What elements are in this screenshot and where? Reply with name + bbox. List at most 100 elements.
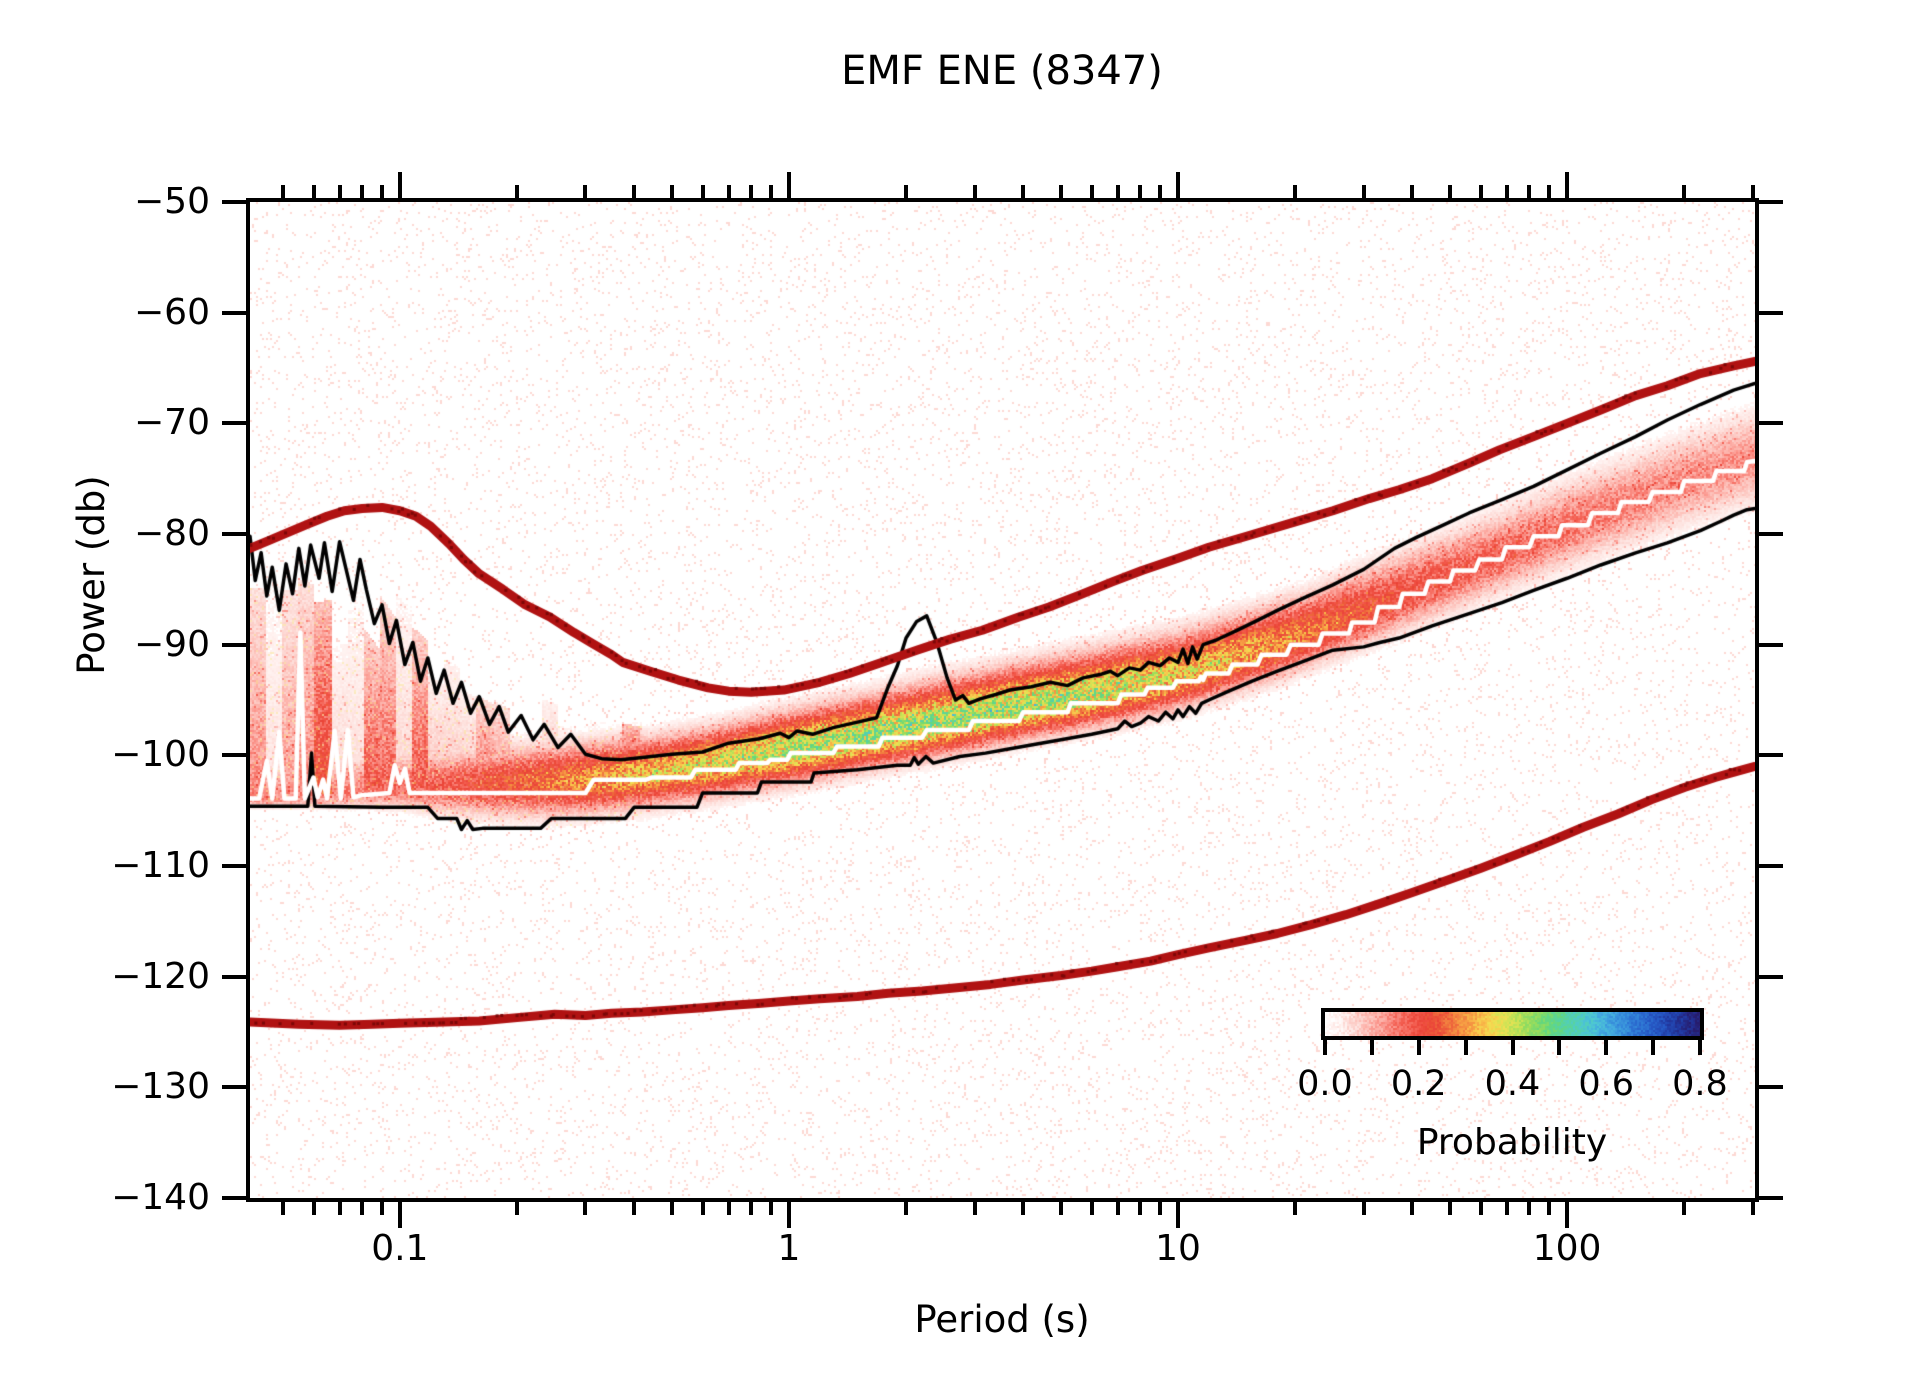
x-minor-tick-bottom xyxy=(1410,1202,1415,1215)
x-minor-tick-bottom xyxy=(360,1202,365,1215)
x-minor-tick-bottom xyxy=(1361,1202,1366,1215)
x-major-tick-bottom xyxy=(1565,1202,1570,1228)
x-minor-tick-top xyxy=(1361,185,1366,198)
x-major-tick-top xyxy=(1565,172,1570,198)
y-major-tick-left xyxy=(222,532,246,536)
x-minor-tick-top xyxy=(749,185,754,198)
x-minor-tick-bottom xyxy=(632,1202,637,1215)
x-minor-tick-top xyxy=(1089,185,1094,198)
y-major-tick-right xyxy=(1759,421,1783,426)
x-minor-tick-bottom xyxy=(280,1202,285,1215)
x-minor-tick-bottom xyxy=(1089,1202,1094,1215)
ppsd-canvas xyxy=(250,202,1755,1198)
y-tick-label: −100 xyxy=(111,734,210,776)
colorbar-tick-label: 0.4 xyxy=(1484,1064,1541,1104)
x-minor-tick-top xyxy=(1750,185,1755,198)
x-minor-tick-bottom xyxy=(1447,1202,1452,1215)
x-minor-tick-top xyxy=(1138,185,1143,198)
y-major-tick-left xyxy=(222,1085,246,1090)
x-major-tick-top xyxy=(1176,172,1181,198)
x-minor-tick-bottom xyxy=(1115,1202,1120,1215)
x-tick-label: 0.1 xyxy=(371,1228,429,1269)
y-major-tick-left xyxy=(222,753,246,758)
x-minor-tick-bottom xyxy=(1138,1202,1143,1215)
y-major-tick-right xyxy=(1759,532,1783,536)
x-minor-tick-top xyxy=(280,185,285,198)
x-minor-tick-top xyxy=(1058,185,1063,198)
plot-title: EMF ENE (8347) xyxy=(841,48,1163,94)
y-major-tick-left xyxy=(222,642,246,647)
x-minor-tick-bottom xyxy=(514,1202,519,1215)
y-tick-label: −60 xyxy=(134,291,210,333)
y-major-tick-right xyxy=(1759,200,1783,204)
x-minor-tick-bottom xyxy=(1547,1202,1552,1215)
x-minor-tick-top xyxy=(669,185,674,198)
x-major-tick-bottom xyxy=(1176,1202,1181,1228)
x-minor-tick-top xyxy=(1547,185,1552,198)
x-minor-tick-bottom xyxy=(972,1202,977,1215)
y-major-tick-left xyxy=(222,864,246,868)
x-minor-tick-top xyxy=(1447,185,1452,198)
x-minor-tick-bottom xyxy=(904,1202,909,1215)
colorbar-tick xyxy=(1651,1040,1656,1055)
y-major-tick-right xyxy=(1759,864,1783,868)
y-major-tick-right xyxy=(1759,310,1783,315)
y-major-tick-right xyxy=(1759,642,1783,647)
x-minor-tick-bottom xyxy=(749,1202,754,1215)
y-tick-label: −50 xyxy=(134,181,210,222)
y-major-tick-left xyxy=(222,421,246,426)
x-tick-label: 100 xyxy=(1532,1228,1602,1269)
x-minor-tick-bottom xyxy=(1058,1202,1063,1215)
x-minor-tick-bottom xyxy=(769,1202,774,1215)
y-major-tick-left xyxy=(222,310,246,315)
y-tick-label: −120 xyxy=(111,955,210,997)
x-minor-tick-bottom xyxy=(311,1202,316,1215)
x-minor-tick-top xyxy=(1504,185,1509,198)
x-major-tick-bottom xyxy=(397,1202,402,1228)
colorbar-tick xyxy=(1369,1040,1374,1055)
x-tick-label: 1 xyxy=(777,1228,801,1269)
x-minor-tick-bottom xyxy=(726,1202,731,1215)
colorbar-tick xyxy=(1323,1040,1327,1055)
x-minor-tick-top xyxy=(1682,185,1687,198)
y-major-tick-left xyxy=(222,1196,246,1200)
x-axis-title: Period (s) xyxy=(914,1298,1090,1341)
x-minor-tick-top xyxy=(1021,185,1026,198)
x-minor-tick-top xyxy=(337,185,342,198)
x-minor-tick-top xyxy=(904,185,909,198)
x-minor-tick-bottom xyxy=(1158,1202,1163,1215)
x-minor-tick-bottom xyxy=(380,1202,385,1215)
y-major-tick-left xyxy=(222,200,246,204)
x-minor-tick-top xyxy=(769,185,774,198)
colorbar-tick-label: 0.6 xyxy=(1578,1064,1635,1104)
colorbar-tick xyxy=(1557,1040,1562,1055)
x-minor-tick-top xyxy=(1527,185,1532,198)
colorbar-tick xyxy=(1604,1040,1609,1055)
x-minor-tick-top xyxy=(583,185,588,198)
y-major-tick-right xyxy=(1759,753,1783,758)
x-minor-tick-bottom xyxy=(700,1202,705,1215)
y-tick-label: −70 xyxy=(134,402,210,444)
x-minor-tick-top xyxy=(380,185,385,198)
x-minor-tick-bottom xyxy=(1293,1202,1298,1215)
x-minor-tick-bottom xyxy=(1504,1202,1509,1215)
y-major-tick-left xyxy=(222,974,246,979)
y-tick-label: −110 xyxy=(111,845,210,886)
x-minor-tick-bottom xyxy=(1682,1202,1687,1215)
colorbar-tick-label: 0.8 xyxy=(1672,1064,1728,1104)
colorbar-tick xyxy=(1510,1040,1515,1055)
colorbar-tick xyxy=(1463,1040,1468,1055)
x-minor-tick-top xyxy=(1410,185,1415,198)
x-minor-tick-bottom xyxy=(337,1202,342,1215)
x-minor-tick-top xyxy=(1293,185,1298,198)
x-minor-tick-top xyxy=(726,185,731,198)
x-minor-tick-bottom xyxy=(583,1202,588,1215)
x-minor-tick-bottom xyxy=(669,1202,674,1215)
x-minor-tick-top xyxy=(1478,185,1483,198)
x-minor-tick-top xyxy=(360,185,365,198)
x-major-tick-top xyxy=(397,172,402,198)
x-minor-tick-bottom xyxy=(1021,1202,1026,1215)
x-minor-tick-bottom xyxy=(1527,1202,1532,1215)
y-tick-label: −140 xyxy=(111,1177,210,1218)
